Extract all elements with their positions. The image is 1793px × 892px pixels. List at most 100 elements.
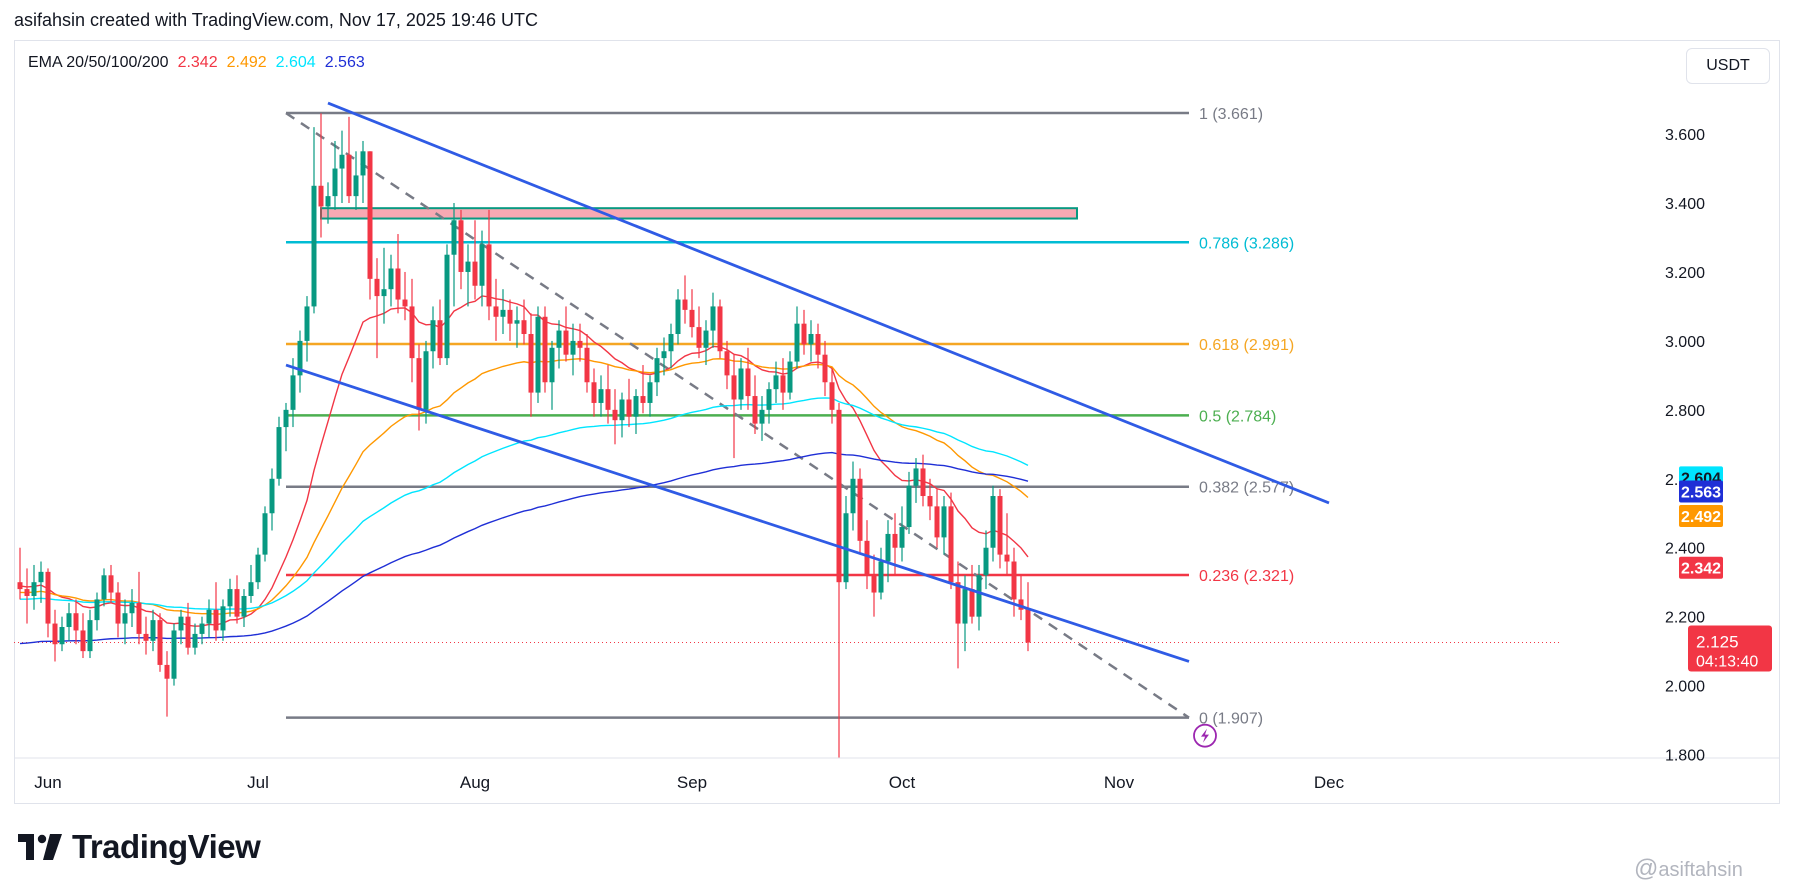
- candle-body: [675, 299, 681, 335]
- candle-body: [682, 299, 688, 310]
- candle-body: [367, 151, 373, 279]
- candle-body: [24, 589, 30, 596]
- candle-body: [892, 533, 898, 548]
- candle-body: [290, 375, 296, 410]
- candle-body: [976, 575, 982, 617]
- ema-legend: EMA 20/50/100/200 2.342 2.492 2.604 2.56…: [28, 54, 365, 72]
- candle-body: [157, 620, 163, 665]
- candle-body: [871, 575, 877, 593]
- candle-body: [780, 375, 786, 393]
- candle-body: [591, 382, 597, 403]
- watermark-at-sign: @: [1634, 855, 1659, 882]
- candle-body: [430, 320, 436, 352]
- candle-body: [556, 330, 562, 348]
- candle-body: [276, 427, 282, 479]
- candle-body: [374, 278, 380, 297]
- candle-body: [745, 368, 751, 397]
- y-tick-label: 3.000: [1665, 334, 1705, 351]
- candle-body: [381, 289, 387, 297]
- currency-button[interactable]: USDT: [1686, 48, 1770, 84]
- candle-body: [241, 595, 247, 617]
- y-tick-label: 2.400: [1665, 541, 1705, 558]
- candle-body: [731, 375, 737, 400]
- candle-body: [143, 633, 149, 641]
- candle-body: [199, 623, 205, 634]
- candle-body: [836, 409, 842, 583]
- candle-body: [59, 627, 65, 645]
- candle-body: [115, 592, 121, 624]
- current-price-badge: [1688, 625, 1772, 672]
- candle-body: [262, 513, 268, 555]
- candle-body: [479, 244, 485, 286]
- fib-trend-line: [285, 112, 1190, 719]
- candle-body: [472, 261, 478, 286]
- candle-body: [73, 613, 79, 631]
- candle-body: [255, 554, 261, 583]
- ema50-value: 2.492: [226, 54, 267, 71]
- candle-body: [808, 334, 814, 345]
- candle-body: [360, 151, 366, 176]
- fib-label-1: 1 (3.661): [1199, 106, 1263, 123]
- candle-body: [801, 323, 807, 345]
- candle-body: [962, 589, 968, 624]
- y-tick-label: 2.200: [1665, 610, 1705, 627]
- fib-label-0-5: 0.5 (2.784): [1199, 408, 1276, 425]
- y-tick-label: 3.400: [1665, 196, 1705, 213]
- candle-body: [458, 220, 464, 272]
- candle-body: [997, 496, 1003, 555]
- tradingview-logo[interactable]: TradingView: [18, 828, 261, 866]
- candle-body: [759, 409, 765, 424]
- candle-body: [150, 620, 156, 641]
- channel-upper-line: [327, 101, 1330, 505]
- candle-body: [416, 358, 422, 410]
- candle-body: [815, 334, 821, 355]
- candle-body: [920, 468, 926, 497]
- candle-body: [346, 154, 352, 197]
- candle-body: [297, 340, 303, 376]
- candle-body: [52, 623, 58, 645]
- candle-body: [353, 175, 359, 197]
- candle-body: [619, 399, 625, 421]
- chart-frame: [14, 40, 1780, 804]
- lightning-bolt-glyph: [1201, 728, 1209, 743]
- candle-body: [927, 496, 933, 507]
- candle-body: [969, 589, 975, 617]
- candle-body: [521, 320, 527, 335]
- ema-200-line: [19, 451, 1029, 645]
- candle-body: [325, 196, 331, 207]
- candle-body: [535, 316, 541, 393]
- candle-body: [493, 306, 499, 317]
- candle-body: [451, 220, 457, 255]
- candle-body: [724, 351, 730, 376]
- axis-badge-label: 2.563: [1681, 485, 1721, 502]
- candle-body: [906, 485, 912, 528]
- candle-body: [1004, 554, 1010, 562]
- candle-body: [654, 358, 660, 383]
- axis-badge-label: 2.342: [1681, 561, 1721, 578]
- candle-body: [570, 340, 576, 355]
- candle-body: [605, 389, 611, 410]
- fib-label-0-236: 0.236 (2.321): [1199, 568, 1294, 585]
- y-tick-label: 3.600: [1665, 127, 1705, 144]
- candle-body: [171, 630, 177, 679]
- tradingview-logo-icon: [18, 834, 62, 860]
- candle-body: [108, 575, 114, 593]
- candle-body: [185, 616, 191, 648]
- axis-badge-label: 2.492: [1681, 509, 1721, 526]
- candle-body: [850, 478, 856, 514]
- candle-body: [913, 468, 919, 486]
- candle-body: [465, 261, 471, 272]
- fib-label-0-786: 0.786 (3.286): [1199, 235, 1294, 252]
- candle-body: [633, 396, 639, 417]
- x-tick-label: Dec: [1314, 773, 1345, 792]
- candle-body: [178, 616, 184, 631]
- candle-body: [283, 409, 289, 428]
- plot-area: 1 (3.661) 0.786 (3.286) 0.618 (2.991) 0.5 (…: [14, 101, 1562, 758]
- candle-body: [213, 609, 219, 631]
- candle-body: [668, 334, 674, 352]
- candle-body: [227, 589, 233, 607]
- candle-body: [822, 354, 828, 383]
- tradingview-logo-text: TradingView: [72, 828, 261, 865]
- candle-body: [626, 399, 632, 417]
